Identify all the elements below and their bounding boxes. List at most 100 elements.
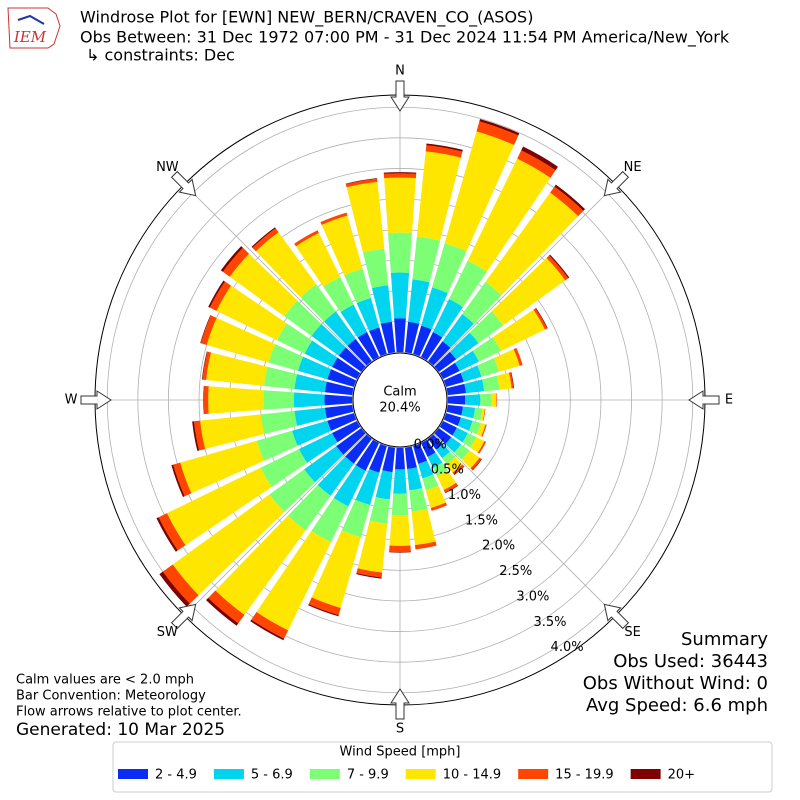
bar-segment bbox=[344, 268, 371, 304]
bar-segment bbox=[229, 253, 298, 317]
bar-segment bbox=[158, 513, 186, 551]
bar-segment bbox=[355, 439, 380, 471]
bar-segment bbox=[208, 280, 225, 308]
bar-segment bbox=[383, 173, 417, 179]
bar-segment bbox=[425, 145, 463, 158]
bar-segment bbox=[521, 146, 558, 171]
bar-segment bbox=[425, 485, 446, 508]
flow-arrow bbox=[170, 170, 197, 197]
bar-segment bbox=[159, 571, 190, 607]
bar-segment bbox=[294, 230, 319, 247]
bar-segment bbox=[413, 325, 432, 357]
bar-segment bbox=[477, 441, 487, 454]
direction-label: N bbox=[395, 64, 405, 79]
arrow-shape bbox=[170, 170, 197, 197]
bar-segment bbox=[480, 408, 485, 421]
bar-segment bbox=[389, 551, 411, 553]
bar-segment bbox=[439, 362, 460, 380]
summary-line: Obs Without Wind: 0 bbox=[583, 673, 768, 694]
bar-segment bbox=[477, 357, 500, 377]
bar-segment bbox=[442, 314, 474, 348]
bar-segment bbox=[304, 446, 344, 483]
bar-segment bbox=[311, 324, 346, 356]
r-tick-label: 4.0% bbox=[551, 640, 584, 655]
bar-segment bbox=[470, 437, 485, 453]
bar-segment bbox=[389, 545, 411, 553]
bar-segment bbox=[255, 232, 317, 298]
logo-line bbox=[17, 14, 45, 25]
bar-segment bbox=[260, 410, 298, 435]
flow-arrow bbox=[170, 603, 197, 630]
bar-segment bbox=[369, 443, 387, 473]
bar-segment bbox=[206, 352, 268, 386]
legend-swatch bbox=[405, 769, 436, 779]
bar-segment bbox=[409, 488, 428, 512]
bar-segment bbox=[491, 258, 566, 326]
bar-segment bbox=[323, 277, 354, 313]
bar-segment bbox=[394, 318, 406, 353]
bar-segment bbox=[287, 485, 331, 531]
summary-line: Obs Used: 36443 bbox=[613, 651, 768, 672]
bar-segment bbox=[418, 460, 434, 479]
bar-segment bbox=[428, 434, 443, 450]
bar-segment bbox=[332, 420, 361, 443]
bar-segment bbox=[416, 151, 461, 241]
grid-spoke bbox=[184, 184, 367, 367]
bar-segment bbox=[395, 447, 405, 470]
legend-label: 2 - 4.9 bbox=[155, 768, 197, 783]
flow-arrow bbox=[603, 170, 630, 197]
bar-segment bbox=[508, 372, 514, 389]
summary-title: Summary bbox=[681, 629, 768, 650]
bar-segment bbox=[445, 485, 459, 494]
bar-segment bbox=[293, 392, 325, 408]
bar-segment bbox=[300, 284, 336, 322]
bar-segment bbox=[421, 287, 448, 330]
bar-segment bbox=[321, 215, 363, 276]
summary-line: Avg Speed: 6.6 mph bbox=[586, 695, 768, 716]
bar-segment bbox=[336, 428, 366, 455]
bar-segment bbox=[173, 462, 192, 497]
bar-segment bbox=[460, 365, 482, 382]
bar-segment bbox=[299, 432, 338, 463]
r-tick-label: 2.0% bbox=[482, 539, 515, 554]
bar-segment bbox=[369, 496, 390, 524]
bar-segment bbox=[445, 437, 462, 453]
grid-spoke bbox=[184, 433, 367, 616]
r-tick-label: 1.0% bbox=[448, 488, 481, 503]
bar-segment bbox=[496, 393, 497, 407]
bar-segment bbox=[436, 444, 451, 459]
bar-segment bbox=[482, 408, 486, 421]
bar-segment bbox=[369, 327, 387, 357]
bar-segment bbox=[308, 597, 341, 616]
calm-label: Calm bbox=[383, 385, 416, 400]
bar-segment bbox=[546, 255, 569, 281]
bar-segment bbox=[469, 311, 504, 344]
bar-segment bbox=[434, 428, 452, 445]
bar-segment bbox=[222, 247, 250, 277]
bar-segment bbox=[340, 304, 368, 338]
bar-segment bbox=[172, 494, 285, 596]
bar-segment bbox=[549, 254, 570, 279]
bar-segment bbox=[294, 407, 327, 426]
arrow-shape bbox=[603, 603, 630, 630]
bar-segment bbox=[449, 332, 479, 360]
bar-segment bbox=[452, 427, 468, 443]
direction-label: SE bbox=[624, 625, 640, 640]
bar-segment bbox=[443, 372, 464, 387]
bar-segment bbox=[202, 351, 212, 380]
bar-segment bbox=[200, 315, 217, 345]
bar-segment bbox=[464, 394, 481, 406]
bar-segment bbox=[252, 228, 279, 252]
bar-segment bbox=[550, 186, 584, 217]
bar-segment bbox=[311, 498, 349, 543]
bar-segment bbox=[554, 184, 586, 211]
r-tick-label: 0.0% bbox=[414, 437, 447, 452]
bar-segment bbox=[203, 385, 205, 415]
bar-segment bbox=[454, 444, 470, 460]
bar-segment bbox=[439, 420, 457, 436]
bar-segment bbox=[166, 467, 272, 546]
bar-segment bbox=[492, 309, 546, 351]
bar-segment bbox=[260, 449, 308, 487]
bar-segment bbox=[263, 390, 295, 410]
arrow-shape bbox=[170, 603, 197, 630]
